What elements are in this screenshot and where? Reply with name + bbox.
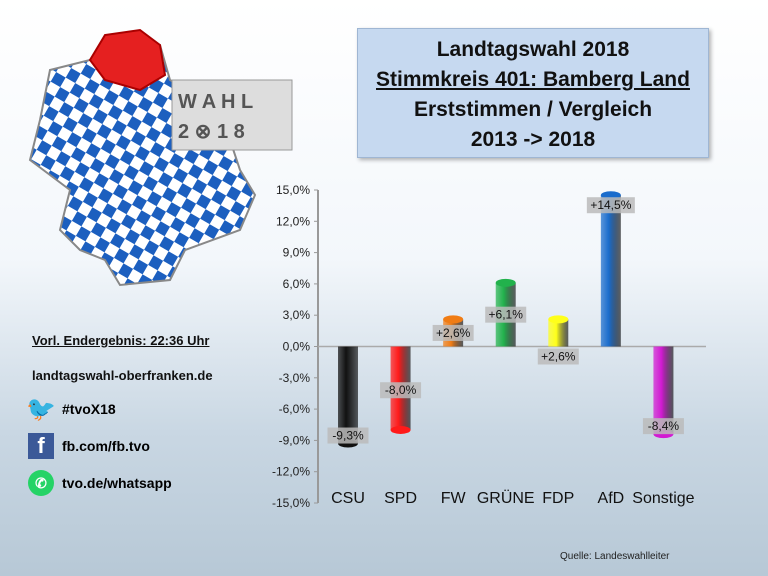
y-tick-label: 0,0% — [283, 340, 311, 354]
svg-text:W A H L: W A H L — [178, 91, 253, 113]
twitter-icon: 🐦 — [26, 395, 56, 423]
data-label-bg — [537, 348, 579, 365]
x-tick-label: Sonstige — [632, 490, 694, 507]
title-box: Landtagswahl 2018 Stimmkreis 401: Bamber… — [357, 28, 709, 158]
title-line2: Stimmkreis 401: Bamberg Land — [376, 68, 690, 91]
bar-afd — [600, 195, 621, 347]
y-tick-label: 6,0% — [283, 277, 311, 291]
title-line3: Erststimmen / Vergleich — [413, 98, 653, 121]
source-note: Quelle: Landeswahlleiter — [560, 551, 670, 562]
data-label: -8,0% — [385, 383, 417, 397]
x-tick-label: FW — [441, 490, 467, 507]
bar-cap — [548, 315, 569, 324]
y-tick-label: -3,0% — [279, 371, 311, 385]
bar-sonstige — [653, 346, 674, 435]
y-tick-label: 3,0% — [283, 308, 311, 322]
y-tick-label: 15,0% — [276, 183, 310, 197]
x-tick-label: FDP — [542, 490, 574, 507]
bar-cap — [390, 425, 411, 434]
data-label-bg — [642, 418, 684, 435]
data-label: +2,6% — [541, 350, 576, 364]
social-facebook[interactable]: f fb.com/fb.tvo — [28, 433, 150, 459]
data-label-bg — [485, 306, 527, 323]
x-tick-label: GRÜNE — [477, 489, 535, 507]
data-label-bg — [586, 197, 635, 214]
y-tick-label: -6,0% — [279, 402, 311, 416]
social-whatsapp[interactable]: ✆ tvo.de/whatsapp — [28, 470, 172, 496]
bar-cap — [443, 315, 464, 324]
data-label-bg — [432, 324, 474, 341]
data-label: -9,3% — [332, 429, 364, 443]
website-link[interactable]: landtagswahl-oberfranken.de — [32, 368, 213, 383]
data-label-bg — [327, 427, 369, 444]
y-tick-label: -15,0% — [272, 496, 310, 510]
svg-text:2 ⊗ 1 8: 2 ⊗ 1 8 — [178, 121, 245, 143]
social-twitter[interactable]: 🐦 #tvoX18 — [26, 395, 116, 423]
data-label: +14,5% — [590, 198, 631, 212]
y-tick-label: -12,0% — [272, 465, 310, 479]
bar-fdp — [548, 319, 569, 347]
y-tick-label: -9,0% — [279, 433, 311, 447]
whatsapp-icon: ✆ — [28, 470, 54, 496]
result-time: Vorl. Endergebnis: 22:36 Uhr — [32, 333, 210, 348]
data-label: -8,4% — [648, 419, 680, 433]
y-tick-label: 12,0% — [276, 214, 310, 228]
x-tick-label: SPD — [384, 490, 417, 507]
bar-cap — [495, 278, 516, 287]
facebook-icon: f — [28, 433, 54, 459]
data-label: +2,6% — [436, 326, 471, 340]
data-label-bg — [380, 382, 422, 399]
title-line4: 2013 -> 2018 — [470, 128, 596, 151]
x-tick-label: AfD — [598, 490, 625, 507]
data-label: +6,1% — [489, 308, 524, 322]
x-tick-label: CSU — [331, 490, 365, 507]
title-line1: Landtagswahl 2018 — [436, 38, 630, 61]
bavaria-map-logo: W A H L 2 ⊗ 1 8 — [28, 28, 293, 287]
bar-csu — [338, 346, 358, 444]
y-tick-label: 9,0% — [283, 246, 311, 260]
